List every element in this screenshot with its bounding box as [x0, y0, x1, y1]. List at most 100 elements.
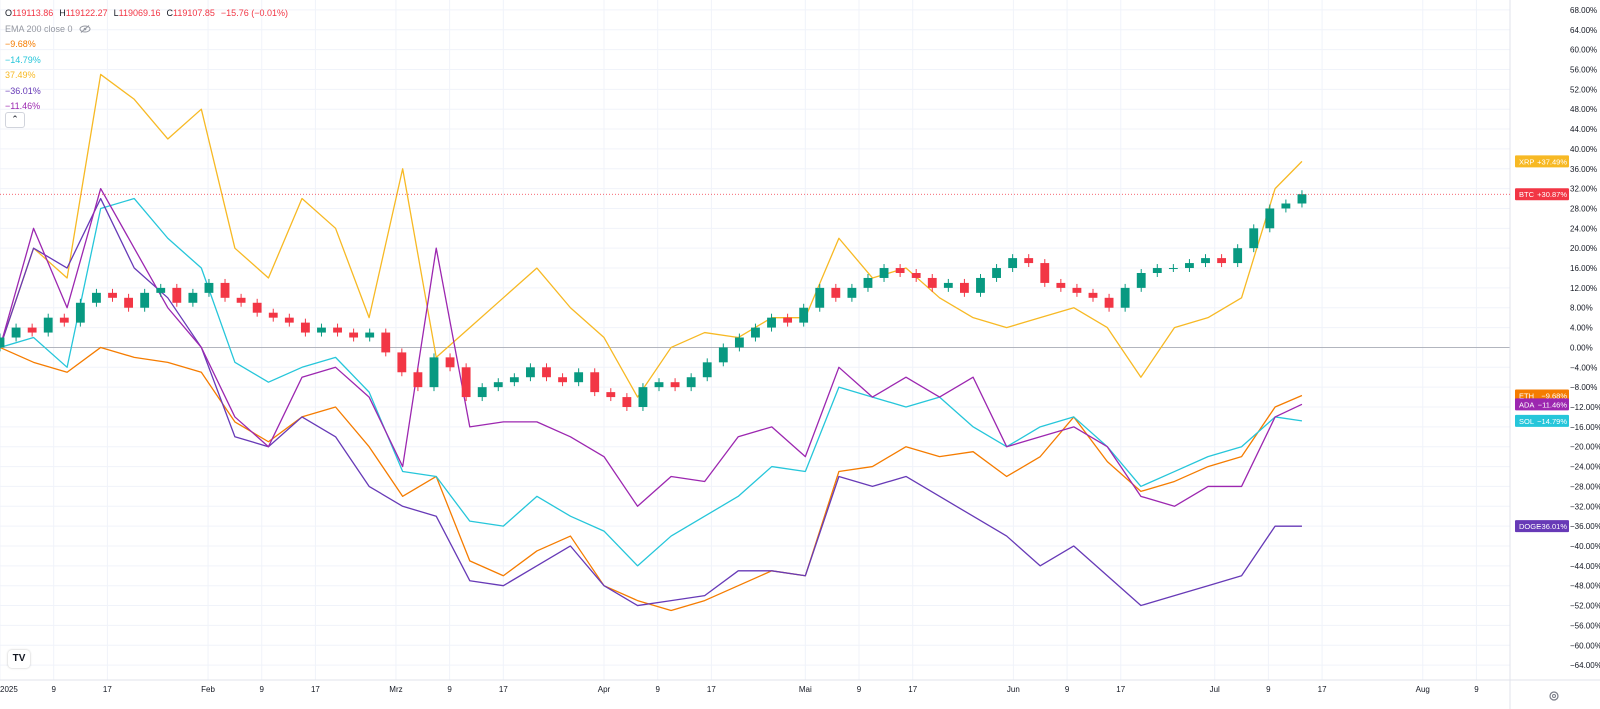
- candle-body: [1265, 208, 1275, 229]
- candle-body: [461, 367, 471, 398]
- candle-body: [558, 377, 567, 383]
- candle-body: [976, 277, 985, 293]
- x-tick-label: 9: [447, 685, 452, 694]
- price-tag-value: −14.79%: [1537, 417, 1567, 426]
- x-tick-label: 9: [1065, 685, 1070, 694]
- candle-body: [1040, 263, 1050, 283]
- candle-body: [188, 292, 198, 303]
- ohlc-value: 119122.27: [65, 8, 108, 18]
- y-tick-label: 40.00%: [1570, 145, 1597, 154]
- y-tick-label: 44.00%: [1570, 125, 1597, 134]
- y-tick-label: 32.00%: [1570, 185, 1597, 194]
- candle-body: [236, 297, 246, 303]
- x-tick-label: Feb: [201, 685, 215, 694]
- candle-body: [349, 332, 359, 338]
- legend-panel: O119113.86 H119122.27 L119069.16 C119107.85…: [5, 6, 294, 115]
- x-tick-label: 9: [1474, 685, 1479, 694]
- ohlc-item: L119069.16: [114, 8, 164, 18]
- gear-icon[interactable]: [1548, 690, 1560, 702]
- price-tag: [1515, 155, 1569, 168]
- series-percent: −14.79%: [5, 54, 41, 65]
- candle-body: [638, 387, 648, 408]
- ohlc-value: 119113.86: [12, 8, 54, 18]
- chevron-up-icon: ⌃: [11, 114, 19, 124]
- series-percent-list: −9.68% −14.79% 37.49% −36.01% −11.46%: [5, 37, 294, 115]
- candle-body: [654, 382, 664, 388]
- candle-body: [172, 287, 182, 303]
- y-tick-label: −60.00%: [1570, 641, 1600, 650]
- series-percent: −9.68%: [5, 39, 36, 49]
- y-tick-label: 0.00%: [1570, 343, 1593, 352]
- x-tick-label: Mrz: [389, 685, 402, 694]
- candle-body: [365, 332, 375, 338]
- y-tick-label: 8.00%: [1570, 304, 1593, 313]
- candle-body: [108, 292, 117, 298]
- candle-body: [815, 287, 825, 308]
- price-tag: [1515, 188, 1569, 201]
- candle-body: [429, 357, 439, 388]
- y-tick-label: −4.00%: [1570, 363, 1597, 372]
- y-tick-label: −48.00%: [1570, 582, 1600, 591]
- candle-body: [1024, 258, 1034, 264]
- candle-body: [992, 268, 1001, 278]
- y-tick-label: 60.00%: [1570, 46, 1597, 55]
- ohlc-item: −15.76 (−0.01%): [221, 8, 291, 18]
- y-tick-label: 52.00%: [1570, 85, 1597, 94]
- ohlc-item: C119107.85: [167, 8, 218, 18]
- x-tick-label: 17: [311, 685, 320, 694]
- candle-body: [509, 377, 519, 383]
- y-tick-label: −8.00%: [1570, 383, 1597, 392]
- candle-body: [1201, 258, 1210, 264]
- y-tick-label: 64.00%: [1570, 26, 1597, 35]
- candle-body: [220, 282, 230, 298]
- candle-body: [75, 302, 85, 323]
- y-tick-label: −20.00%: [1570, 443, 1600, 452]
- candle-body: [1152, 268, 1162, 273]
- candle-body: [1168, 268, 1178, 270]
- y-tick-label: −36.00%: [1570, 522, 1600, 531]
- candle-body: [526, 367, 535, 378]
- candle-body: [1120, 287, 1130, 308]
- series-line-xrp: [0, 73, 1303, 398]
- candle-body: [831, 287, 841, 298]
- y-tick-label: 36.00%: [1570, 165, 1597, 174]
- candle-body: [542, 367, 551, 378]
- x-tick-label: 9: [51, 685, 56, 694]
- eye-hidden-icon[interactable]: [79, 25, 91, 34]
- candle-body: [300, 322, 310, 333]
- tradingview-logo[interactable]: TV: [8, 650, 30, 668]
- ohlc-key: H: [59, 8, 66, 18]
- candle-body: [1136, 272, 1146, 288]
- candle-body: [606, 392, 616, 398]
- series-percent: 37.49%: [5, 70, 36, 80]
- candle-body: [1281, 203, 1291, 209]
- y-tick-label: −24.00%: [1570, 463, 1600, 472]
- price-tag: [1515, 398, 1569, 411]
- collapse-legend-button[interactable]: ⌃: [5, 112, 25, 128]
- y-tick-label: 12.00%: [1570, 284, 1597, 293]
- x-tick-label: 17: [707, 685, 716, 694]
- candle-body: [959, 282, 969, 293]
- x-tick-label: Jul: [1210, 685, 1220, 694]
- candle-body: [702, 362, 712, 378]
- ema-label: EMA 200 close 0: [5, 23, 73, 34]
- price-tag-value: +30.87%: [1537, 190, 1567, 199]
- candle-body: [670, 382, 680, 388]
- series-line-ada: [0, 187, 1303, 507]
- y-tick-label: −40.00%: [1570, 542, 1600, 551]
- ohlc-value: 119069.16: [118, 8, 161, 18]
- ema-indicator[interactable]: EMA 200 close 0: [5, 22, 294, 38]
- candle-body: [1217, 258, 1227, 264]
- series-line-eth: [0, 346, 1303, 612]
- ohlc-key: O: [5, 8, 13, 18]
- y-tick-label: 48.00%: [1570, 105, 1597, 114]
- price-tag-symbol: ETH: [1519, 391, 1534, 400]
- candle-body: [895, 268, 905, 273]
- x-tick-label: 17: [1318, 685, 1327, 694]
- x-tick-label: 17: [1116, 685, 1125, 694]
- price-tag: [1515, 520, 1569, 533]
- ohlc-value: −15.76 (−0.01%): [220, 8, 288, 18]
- candle-body: [734, 337, 744, 348]
